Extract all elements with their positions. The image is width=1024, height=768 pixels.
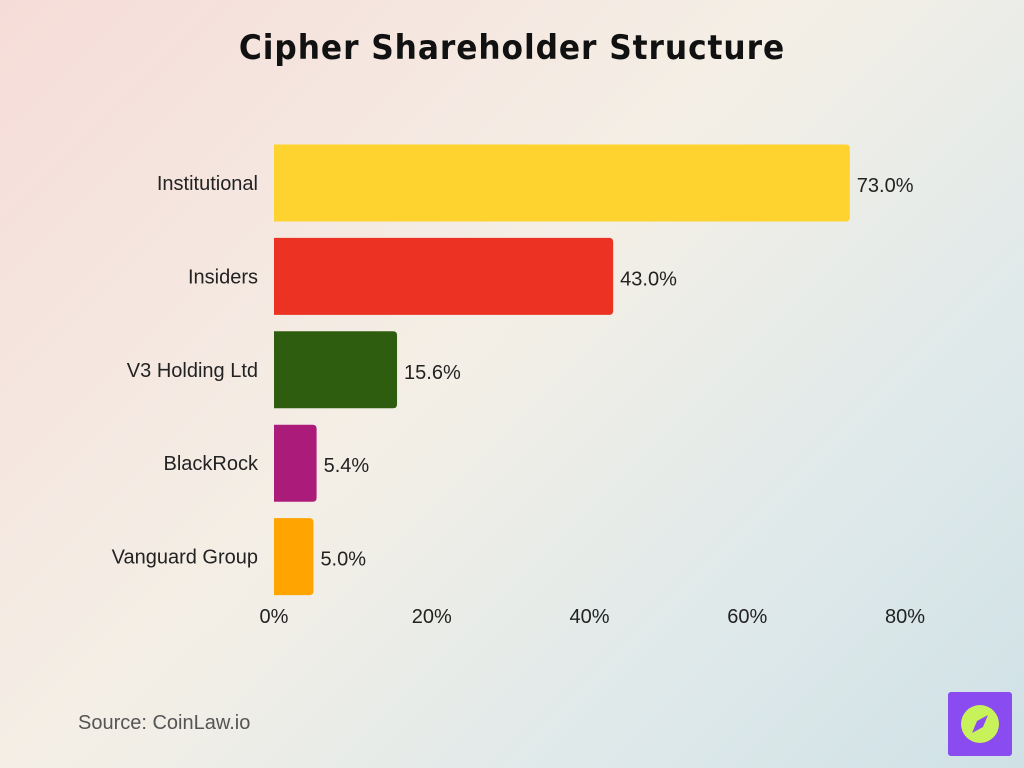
x-tick-label: 40% <box>569 606 609 628</box>
category-label: V3 Holding Ltd <box>127 360 258 382</box>
data-label: 43.0% <box>620 268 677 290</box>
compass-icon <box>961 705 999 743</box>
category-label: Vanguard Group <box>112 547 258 569</box>
bar <box>274 518 314 596</box>
x-tick-label: 0% <box>260 606 289 628</box>
category-label: Institutional <box>157 173 258 195</box>
data-label: 73.0% <box>857 175 914 197</box>
source-note: Source: CoinLaw.io <box>78 712 251 734</box>
chart-title: Cipher Shareholder Structure <box>238 28 786 68</box>
data-label: 15.6% <box>404 362 461 384</box>
x-tick-label: 80% <box>885 606 925 628</box>
x-tick-label: 20% <box>412 606 452 628</box>
category-label: Insiders <box>188 266 258 288</box>
category-label: BlackRock <box>164 453 259 475</box>
brand-logo <box>948 692 1012 756</box>
bar <box>274 144 850 222</box>
bar <box>274 331 398 409</box>
data-label: 5.4% <box>324 455 370 477</box>
data-label: 5.0% <box>320 549 366 571</box>
bar <box>274 424 317 502</box>
bar <box>274 237 614 315</box>
x-tick-label: 60% <box>727 606 767 628</box>
